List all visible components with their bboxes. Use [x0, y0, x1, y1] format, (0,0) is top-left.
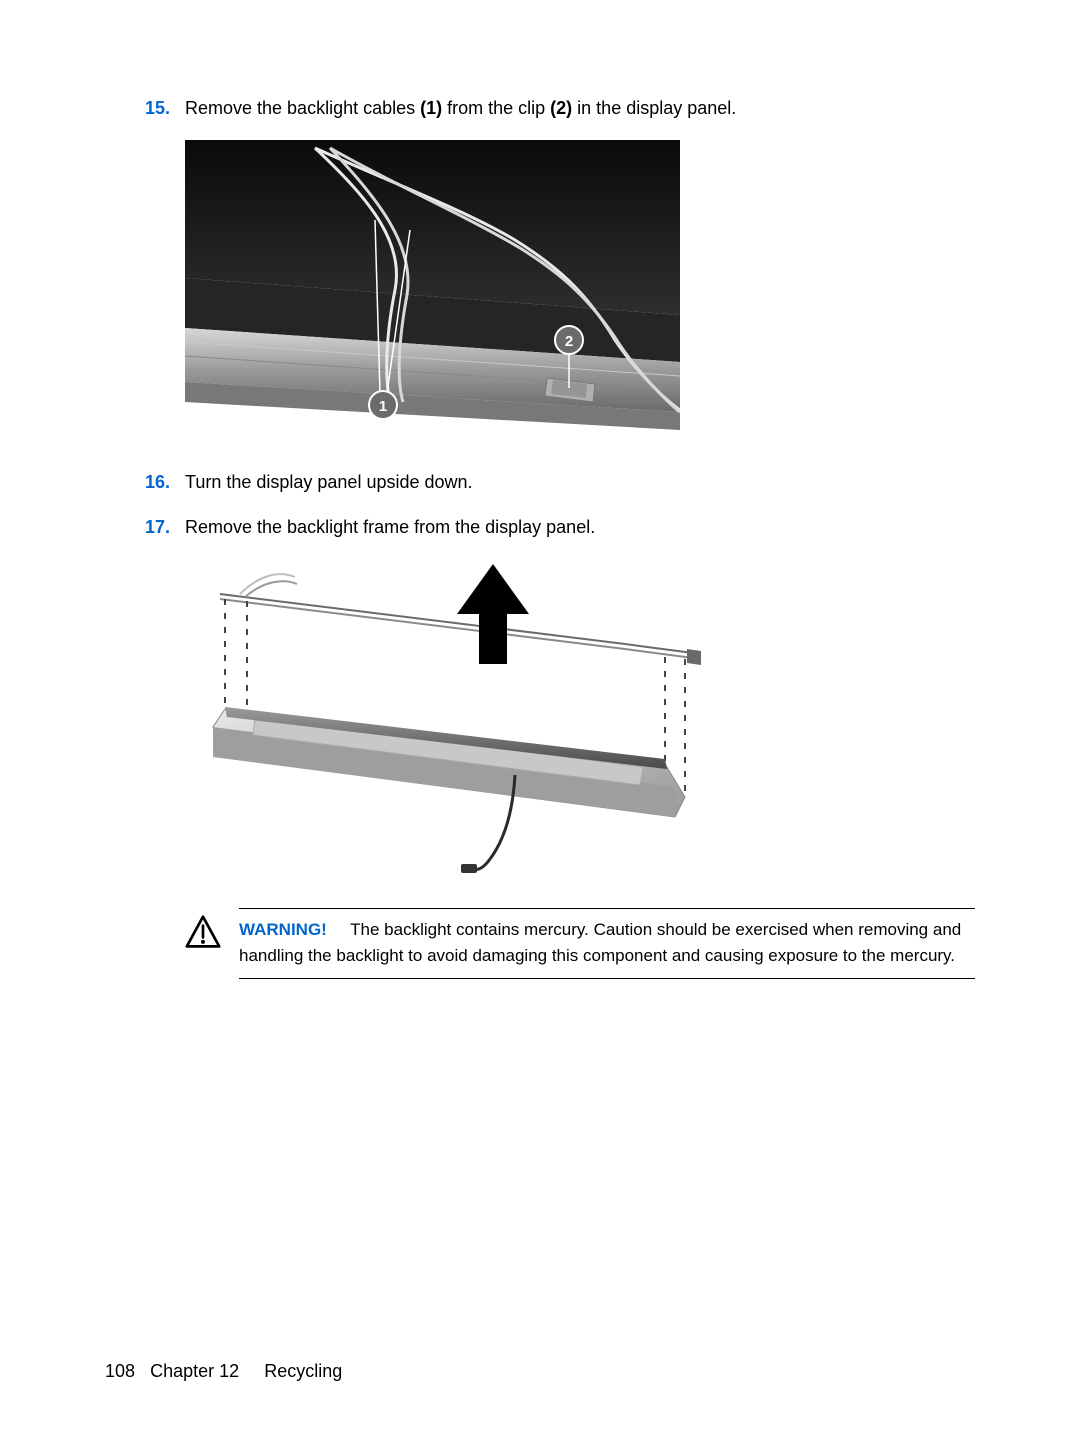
step-text: Turn the display panel upside down.: [185, 469, 473, 496]
warning-text: WARNING! The backlight contains mercury.…: [239, 908, 975, 979]
svg-text:1: 1: [379, 398, 387, 415]
step-number: 16.: [145, 469, 185, 496]
warning-label: WARNING!: [239, 920, 327, 939]
text-segment: Remove the backlight cables: [185, 98, 420, 118]
step-number: 15.: [145, 95, 185, 122]
text-segment: from the clip: [442, 98, 550, 118]
diagram-cables-clip: 1 2: [185, 140, 680, 445]
chapter-title: Recycling: [264, 1361, 342, 1381]
step-text: Remove the backlight cables (1) from the…: [185, 95, 736, 122]
step-17: 17. Remove the backlight frame from the …: [145, 514, 975, 541]
chapter-label: Chapter 12: [150, 1361, 239, 1381]
page-number: 108: [105, 1361, 135, 1381]
callout-ref-1: (1): [420, 98, 442, 118]
warning-icon: [185, 914, 221, 950]
svg-text:2: 2: [565, 333, 573, 350]
main-content: 15. Remove the backlight cables (1) from…: [105, 95, 975, 979]
step-number: 17.: [145, 514, 185, 541]
diagram-frame-removal: [185, 559, 715, 884]
page-footer: 108 Chapter 12 Recycling: [105, 1361, 342, 1382]
warning-body: The backlight contains mercury. Caution …: [239, 920, 961, 965]
step-15: 15. Remove the backlight cables (1) from…: [145, 95, 975, 122]
warning-callout: WARNING! The backlight contains mercury.…: [185, 908, 975, 979]
callout-ref-2: (2): [550, 98, 572, 118]
arrow-up-icon: [457, 564, 529, 664]
step-text: Remove the backlight frame from the disp…: [185, 514, 595, 541]
figure-backlight-cables: 1 2: [185, 140, 975, 445]
step-16: 16. Turn the display panel upside down.: [145, 469, 975, 496]
text-segment: in the display panel.: [572, 98, 736, 118]
figure-backlight-frame: [185, 559, 975, 884]
